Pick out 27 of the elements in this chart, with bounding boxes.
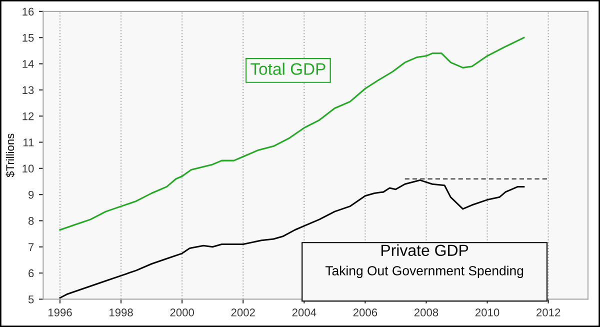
x-tick-label: 1998 (110, 308, 133, 316)
x-tick-label: 2000 (170, 308, 194, 316)
y-tick-label: 16 (22, 8, 34, 16)
x-tick-label: 2012 (536, 308, 560, 316)
x-tick-label: 2002 (231, 308, 255, 316)
x-tick-label: 1996 (48, 308, 72, 316)
text: Private GDP (381, 244, 468, 256)
annotation: Taking Out Government Spending (325, 266, 524, 278)
x-tick-label: 2006 (353, 308, 378, 316)
line-series (59, 179, 525, 299)
y-tick-label: 8 (28, 216, 34, 225)
y-tick-label: 9 (28, 190, 34, 199)
y-tick-label: 10 (22, 164, 34, 173)
x-tick-label: 2008 (414, 308, 438, 316)
x-tick-label: 2004 (292, 308, 316, 316)
y-tick-label: 7 (28, 243, 34, 251)
y-tick-label: 11 (23, 138, 34, 146)
y-tick-label: 14 (22, 60, 34, 68)
y-axis-title: $Trillions (6, 134, 15, 178)
text: Total GDP (250, 62, 326, 75)
y-tick-label: 6 (28, 269, 34, 278)
y-tick-label: 5 (28, 296, 34, 304)
y-tick-label: 15 (22, 34, 34, 42)
x-tick-label: 2010 (475, 308, 500, 316)
y-tick-label: 12 (22, 112, 34, 120)
y-tick-label: 13 (22, 86, 34, 94)
line-series (59, 36, 525, 231)
